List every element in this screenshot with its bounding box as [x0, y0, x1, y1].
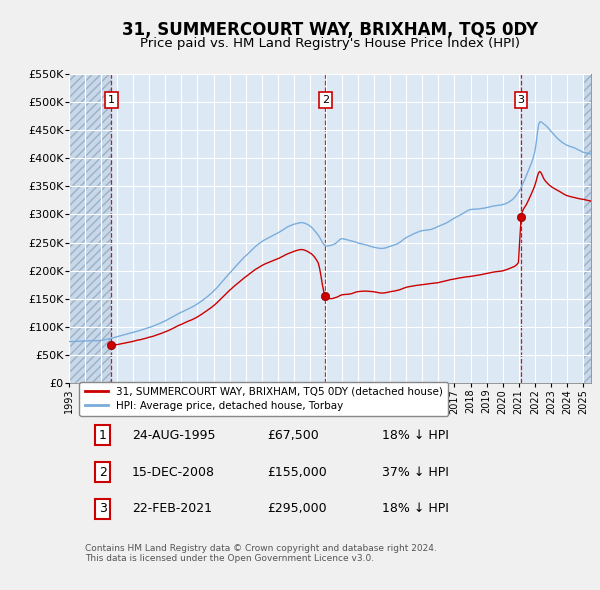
- Text: 2: 2: [99, 466, 107, 478]
- Text: 1: 1: [99, 429, 107, 442]
- Bar: [583, 74, 591, 384]
- Text: £67,500: £67,500: [268, 429, 319, 442]
- Text: £155,000: £155,000: [268, 466, 327, 478]
- Text: 1: 1: [108, 95, 115, 105]
- Text: Price paid vs. HM Land Registry's House Price Index (HPI): Price paid vs. HM Land Registry's House …: [140, 37, 520, 50]
- Text: 2: 2: [322, 95, 329, 105]
- Text: 37% ↓ HPI: 37% ↓ HPI: [382, 466, 449, 478]
- Text: Contains HM Land Registry data © Crown copyright and database right 2024.
This d: Contains HM Land Registry data © Crown c…: [85, 543, 436, 563]
- Text: 31, SUMMERCOURT WAY, BRIXHAM, TQ5 0DY: 31, SUMMERCOURT WAY, BRIXHAM, TQ5 0DY: [122, 21, 538, 39]
- Text: 18% ↓ HPI: 18% ↓ HPI: [382, 429, 449, 442]
- Text: 3: 3: [99, 502, 107, 515]
- Text: 3: 3: [517, 95, 524, 105]
- Text: 18% ↓ HPI: 18% ↓ HPI: [382, 502, 449, 515]
- Text: 15-DEC-2008: 15-DEC-2008: [131, 466, 215, 478]
- Legend: 31, SUMMERCOURT WAY, BRIXHAM, TQ5 0DY (detached house), HPI: Average price, deta: 31, SUMMERCOURT WAY, BRIXHAM, TQ5 0DY (d…: [79, 382, 448, 416]
- Bar: [69, 74, 112, 384]
- Text: 24-AUG-1995: 24-AUG-1995: [131, 429, 215, 442]
- Text: 22-FEB-2021: 22-FEB-2021: [131, 502, 212, 515]
- Text: £295,000: £295,000: [268, 502, 327, 515]
